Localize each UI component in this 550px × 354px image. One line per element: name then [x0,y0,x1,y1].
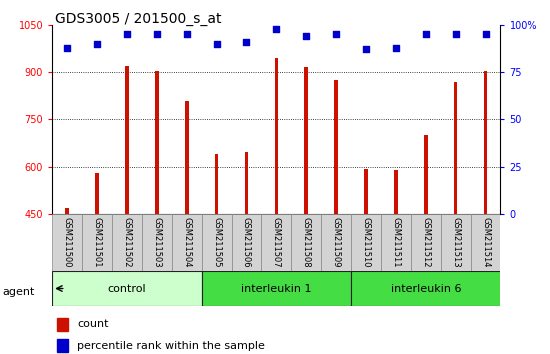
Bar [202,214,232,271]
Bar [202,271,351,306]
Bar [125,66,129,214]
Bar [261,214,292,271]
Bar [232,214,261,271]
Text: interleukin 1: interleukin 1 [241,284,312,293]
Point [212,41,221,46]
Text: GSM211512: GSM211512 [421,217,430,268]
Text: GSM211508: GSM211508 [302,217,311,268]
Bar [334,80,338,214]
Bar [245,152,248,214]
Bar [274,58,278,214]
Text: interleukin 6: interleukin 6 [390,284,461,293]
Bar [172,214,202,271]
Point [481,32,490,37]
Bar [364,169,368,214]
Bar [441,214,471,271]
Bar [155,70,158,214]
Bar [471,214,501,271]
Bar [394,170,398,214]
Bar [215,154,218,214]
Text: GSM211506: GSM211506 [242,217,251,268]
Bar [95,173,99,214]
Bar [305,67,308,214]
Point [362,47,371,52]
Text: GSM211501: GSM211501 [92,217,102,268]
Bar [454,81,458,214]
Bar [411,214,441,271]
Point [332,32,340,37]
Bar [112,214,142,271]
Bar [52,214,82,271]
Bar [351,271,501,306]
Text: GSM211503: GSM211503 [152,217,161,268]
Text: GSM211507: GSM211507 [272,217,281,268]
Text: control: control [108,284,146,293]
Text: GSM211504: GSM211504 [182,217,191,268]
Bar [57,318,68,331]
Bar [142,214,172,271]
Bar [424,135,427,214]
Bar [351,214,381,271]
Point [421,32,430,37]
Text: GSM211500: GSM211500 [63,217,72,268]
Text: GSM211502: GSM211502 [123,217,131,268]
Point [392,45,400,50]
Point [92,41,101,46]
Text: GSM211505: GSM211505 [212,217,221,268]
Text: GSM211510: GSM211510 [361,217,371,268]
Point [123,32,131,37]
Text: GSM211514: GSM211514 [481,217,490,268]
Bar [321,214,351,271]
Point [242,39,251,45]
Text: GSM211513: GSM211513 [451,217,460,268]
Point [182,32,191,37]
Bar [52,271,202,306]
Text: GDS3005 / 201500_s_at: GDS3005 / 201500_s_at [55,12,222,27]
Point [302,33,311,39]
Point [272,26,280,32]
Bar [57,339,68,352]
Point [451,32,460,37]
Point [63,45,72,50]
Text: agent: agent [3,287,35,297]
Bar [185,101,189,214]
Text: count: count [77,319,108,329]
Text: percentile rank within the sample: percentile rank within the sample [77,341,265,350]
Bar [292,214,321,271]
Bar [381,214,411,271]
Point [152,32,161,37]
Bar [82,214,112,271]
Text: GSM211509: GSM211509 [332,217,340,268]
Bar [484,70,487,214]
Bar [65,209,69,214]
Text: GSM211511: GSM211511 [392,217,400,268]
